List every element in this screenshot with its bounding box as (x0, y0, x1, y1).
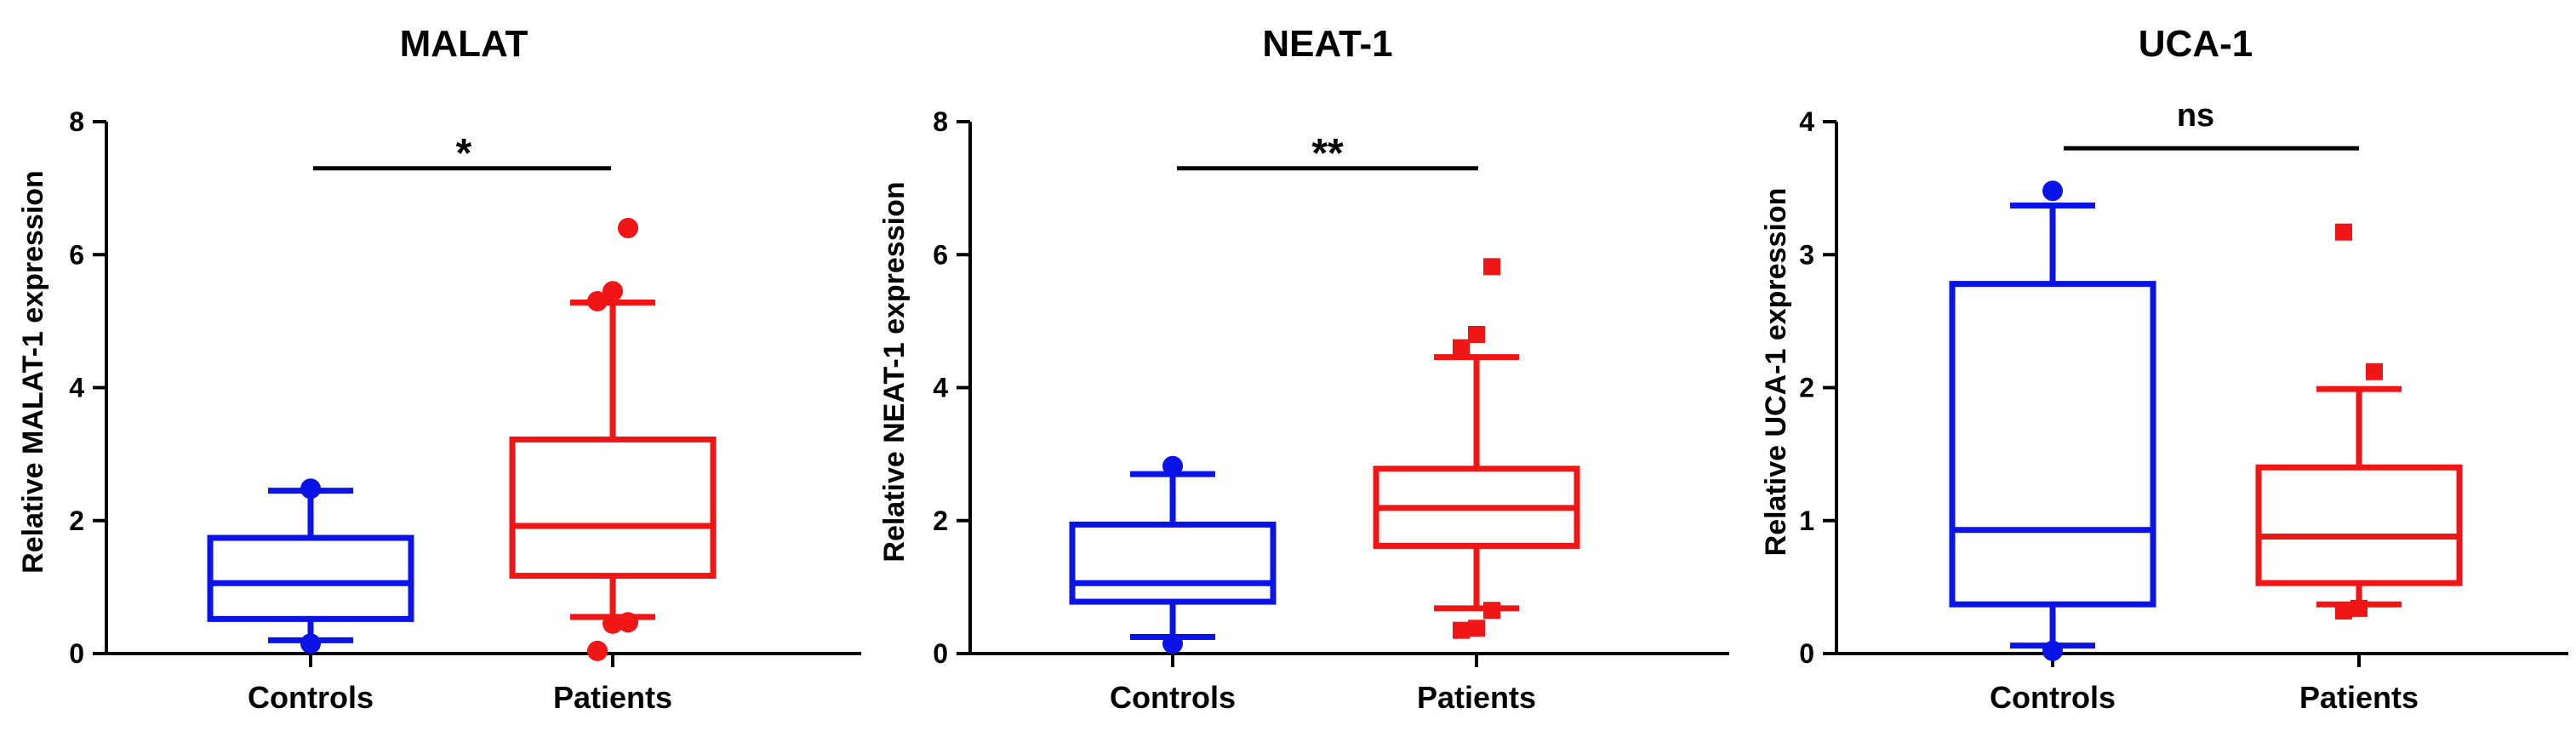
malat-patients-outlier-point (603, 281, 623, 302)
uca1-patients-outlier-point (2350, 599, 2368, 617)
neat1-y-tick-label: 8 (933, 106, 948, 137)
malat-y-tick-label: 2 (69, 505, 84, 536)
uca1-title: UCA-1 (2139, 23, 2253, 65)
malat-title: MALAT (400, 23, 528, 65)
malat-patients-outlier-point (587, 290, 608, 311)
malat-patients-outlier-point (587, 640, 608, 661)
neat1-patients-outlier-point (1468, 620, 1485, 637)
neat1-controls-outlier-point (1162, 455, 1183, 477)
uca1-patients-outlier-point (2335, 603, 2352, 620)
neat1-x-label-patients: Patients (1417, 680, 1536, 715)
malat-x-label-patients: Patients (553, 680, 672, 715)
uca1-y-tick-label: 1 (1799, 505, 1814, 536)
malat-controls-outlier-point (300, 633, 321, 654)
uca1-y-tick-label: 3 (1799, 239, 1814, 270)
malat-patients-outlier-point (618, 218, 638, 238)
malat-x-label-controls: Controls (248, 680, 374, 715)
neat1-y-tick-label: 0 (933, 638, 948, 669)
malat-patients-box (509, 436, 717, 580)
uca1-patients-outlier-point (2335, 223, 2352, 241)
uca1-significance-label: ns (2177, 98, 2214, 134)
neat1-controls-box (1069, 521, 1277, 605)
neat1-y-tick-label: 2 (933, 505, 948, 536)
malat-y-tick-label: 8 (69, 106, 84, 137)
malat-patients-outlier-point (618, 612, 638, 633)
malat-significance-label: * (456, 131, 472, 176)
uca1-x-label-patients: Patients (2299, 680, 2419, 715)
malat-patients-outlier-point (603, 613, 623, 634)
neat1-y-tick-label: 6 (933, 239, 948, 270)
uca1-controls-outlier-point (2042, 180, 2063, 202)
neat1-patients-outlier-point (1453, 621, 1470, 639)
neat1-controls-outlier-point (1162, 633, 1183, 654)
uca1-y-tick-label: 2 (1799, 373, 1814, 403)
uca1-x-label-controls: Controls (1990, 680, 2116, 715)
malat-y-tick-label: 0 (69, 638, 84, 669)
uca1-patients-outlier-point (2366, 363, 2383, 380)
malat-y-tick-label: 4 (69, 373, 84, 403)
uca1-controls-outlier-point (2042, 640, 2063, 661)
uca1-patients-box (2255, 464, 2463, 586)
malat-panel: MALAT Relative MALAT-1 expression Contro… (17, 23, 861, 715)
uca1-panel: UCA-1 Relative UCA-1 expression Controls… (1760, 23, 2568, 715)
neat1-patients-outlier-point (1483, 258, 1500, 276)
malat-y-tick-label: 6 (69, 239, 84, 270)
malat-controls-box (207, 534, 414, 622)
neat1-patients-outlier-point (1453, 339, 1470, 357)
neat1-title: NEAT-1 (1262, 23, 1392, 65)
neat1-x-label-controls: Controls (1110, 680, 1236, 715)
uca1-y-tick-label: 0 (1799, 638, 1814, 669)
neat1-y-axis-label: Relative NEAT-1 expression (878, 181, 911, 562)
uca1-y-axis-label: Relative UCA-1 expression (1760, 188, 1792, 557)
neat1-y-tick-label: 4 (933, 373, 948, 403)
neat1-patients-outlier-point (1468, 326, 1485, 343)
neat1-patients-outlier-point (1483, 602, 1500, 620)
malat-controls-outlier-point (300, 478, 321, 500)
uca1-controls-box (1949, 281, 2156, 608)
neat1-panel: NEAT-1 Relative NEAT-1 expression Contro… (878, 23, 1729, 715)
uca1-y-tick-label: 4 (1799, 106, 1814, 137)
malat-y-axis-label: Relative MALAT-1 expression (17, 170, 49, 574)
